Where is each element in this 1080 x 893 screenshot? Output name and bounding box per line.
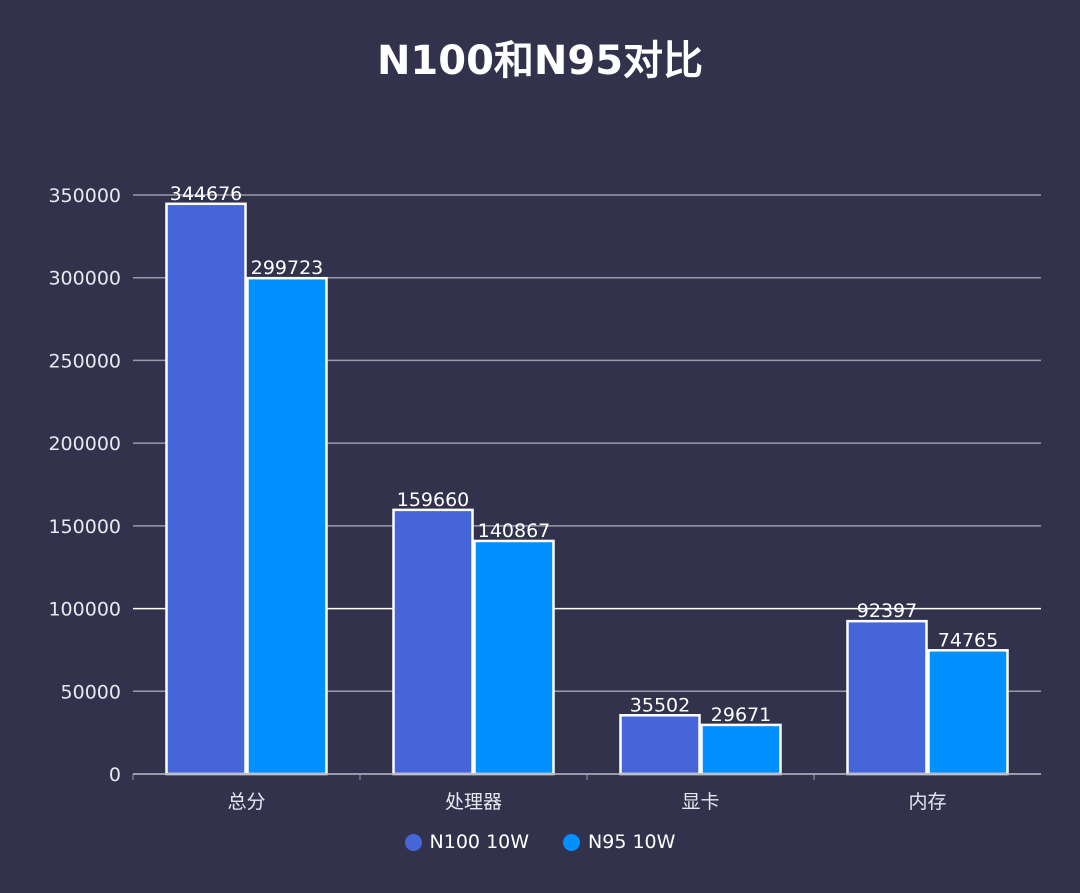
bar-n95 [473, 539, 555, 776]
bar-n100 [619, 714, 701, 776]
y-tick-label: 0 [109, 764, 121, 786]
legend-item-n100[interactable]: N100 10W [404, 831, 530, 853]
x-tick-label: 总分 [227, 791, 265, 813]
bar-n100 [846, 619, 928, 776]
bar-n95 [246, 276, 328, 776]
legend-marker-n95 [563, 833, 581, 851]
data-label: 29671 [711, 704, 771, 726]
bar-n95 [700, 723, 782, 776]
bar-n100 [392, 508, 474, 776]
y-tick-label: 150000 [48, 516, 121, 538]
legend-label: N100 10W [429, 831, 530, 853]
legend-item-n95[interactable]: N95 10W [563, 831, 675, 853]
data-label: 92397 [857, 600, 917, 622]
chart-title: N100和N95对比 [376, 38, 704, 84]
data-label: 140867 [478, 520, 551, 542]
y-tick-label: 50000 [61, 681, 121, 703]
bar-n95 [927, 649, 1009, 776]
x-tick-label: 内存 [908, 791, 946, 813]
bar-n100 [165, 202, 247, 776]
data-label: 74765 [938, 629, 998, 651]
legend: N100 10W N95 10W [0, 831, 1080, 853]
y-tick-label: 250000 [48, 350, 121, 372]
legend-marker-n100 [404, 833, 422, 851]
x-tick-label: 处理器 [445, 791, 502, 813]
y-tick-label: 100000 [48, 599, 121, 621]
y-tick-label: 350000 [48, 185, 121, 207]
data-label: 159660 [397, 489, 470, 511]
y-tick-label: 300000 [48, 268, 121, 290]
y-tick-label: 200000 [48, 433, 121, 455]
x-tick-label: 显卡 [681, 791, 719, 813]
data-label: 344676 [170, 183, 243, 205]
data-label: 299723 [251, 257, 324, 279]
legend-label: N95 10W [588, 831, 676, 853]
data-label: 35502 [630, 694, 690, 716]
